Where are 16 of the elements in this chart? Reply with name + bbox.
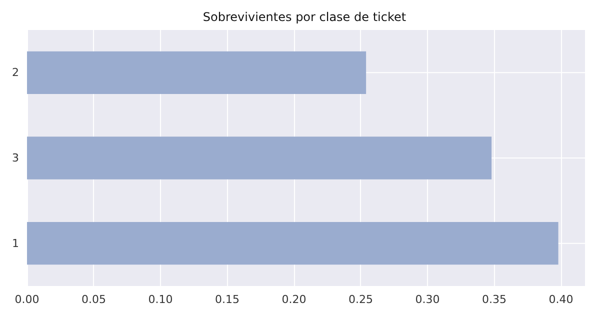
y-tick-label: 2 [12, 66, 19, 80]
x-tick-label: 0.00 [14, 293, 40, 306]
x-tick-label: 0.25 [348, 293, 373, 306]
bar [27, 222, 558, 265]
y-tick-label: 1 [12, 236, 19, 250]
x-tick-label: 0.30 [415, 293, 440, 306]
bar [27, 51, 366, 94]
chart-title: Sobrevivientes por clase de ticket [202, 10, 406, 24]
x-tick-label: 0.20 [282, 293, 306, 306]
x-tick-label: 0.05 [81, 293, 106, 306]
bar [27, 136, 492, 180]
y-tick-label: 3 [12, 152, 19, 164]
x-tick-label: 0.35 [482, 293, 506, 306]
x-tick-label: 0.15 [214, 293, 240, 306]
x-tick-label: 0.10 [148, 293, 173, 306]
x-tick-label: 0.40 [548, 293, 574, 306]
